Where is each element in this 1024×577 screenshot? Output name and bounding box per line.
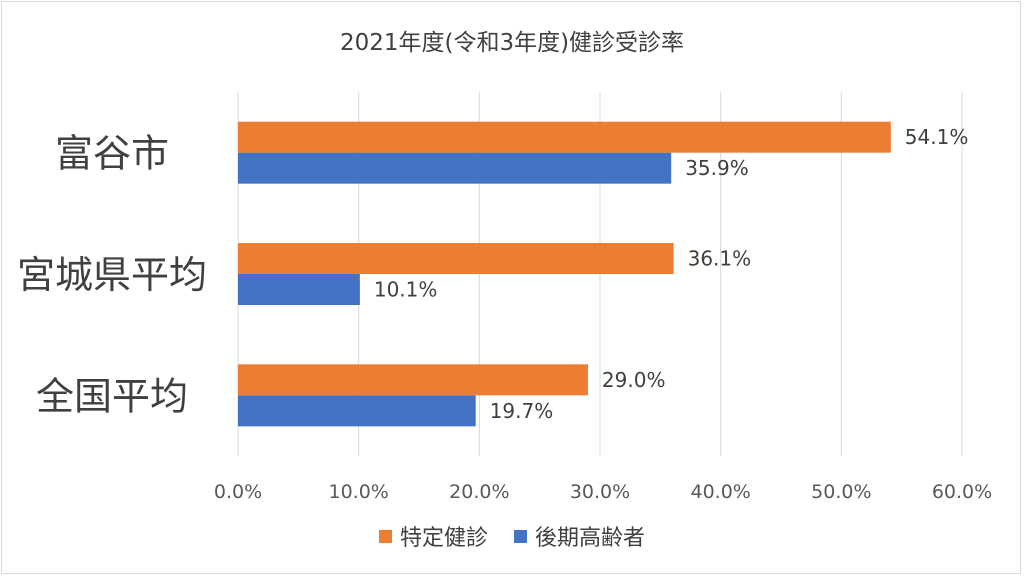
bar-0-2	[238, 364, 588, 396]
x-tick-label-1: 10.0%	[328, 481, 388, 503]
x-tick-label-4: 40.0%	[690, 481, 750, 503]
x-tick-label-6: 60.0%	[932, 481, 992, 503]
x-tick-label-5: 50.0%	[811, 481, 871, 503]
category-label-2: 全国平均	[36, 374, 188, 418]
legend-label-tokutei: 特定健診	[399, 526, 488, 551]
category-label-0: 富谷市	[55, 132, 169, 176]
bar-0-1	[238, 243, 674, 274]
x-tick-label-2: 20.0%	[449, 481, 509, 503]
data-label-0-0: 54.1%	[905, 125, 969, 149]
data-label-1-2: 19.7%	[490, 399, 554, 423]
legend-item-tokutei: 特定健診	[378, 520, 488, 552]
x-tick-label-0: 0.0%	[214, 481, 262, 503]
legend-label-kouki: 後期高齢者	[535, 526, 646, 551]
legend-swatch-kouki	[514, 529, 527, 543]
bars	[238, 121, 891, 427]
data-label-0-1: 36.1%	[688, 247, 752, 271]
legend-item-kouki: 後期高齢者	[514, 520, 645, 552]
x-tick-labels: 0.0% 10.0% 20.0% 30.0% 40.0% 50.0% 60.0%	[214, 481, 992, 503]
data-label-1-0: 35.9%	[685, 156, 749, 180]
data-labels: 54.1% 35.9% 36.1% 10.1% 29.0% 19.7%	[374, 125, 968, 423]
legend-swatch-tokutei	[378, 529, 392, 543]
data-label-0-2: 29.0%	[602, 368, 666, 392]
bar-1-0	[238, 152, 672, 184]
x-tick-label-3: 30.0%	[570, 481, 630, 503]
data-label-1-1: 10.1%	[374, 278, 438, 302]
bar-0-0	[238, 121, 891, 153]
chart-title: 2021年度(令和3年度)健診受診率	[340, 30, 684, 56]
legend: 特定健診 後期高齢者	[0, 520, 1024, 552]
category-label-1: 宮城県平均	[17, 253, 207, 297]
bar-1-1	[238, 274, 360, 305]
bar-1-2	[238, 395, 476, 427]
